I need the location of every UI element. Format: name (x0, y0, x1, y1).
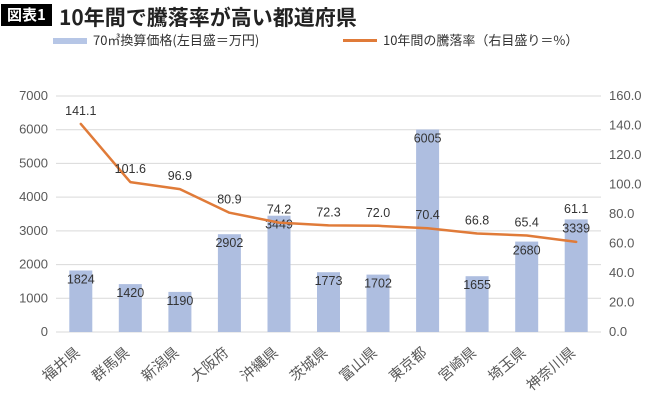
svg-text:1420: 1420 (116, 286, 144, 300)
svg-text:1190: 1190 (166, 294, 193, 308)
svg-text:3000: 3000 (19, 223, 48, 238)
svg-text:2680: 2680 (513, 244, 541, 258)
svg-text:6005: 6005 (414, 132, 442, 146)
svg-text:大阪府: 大阪府 (186, 342, 233, 386)
svg-text:20.0: 20.0 (609, 295, 634, 310)
svg-text:160.0: 160.0 (609, 88, 642, 103)
svg-text:1773: 1773 (315, 274, 343, 288)
svg-text:富山県: 富山県 (334, 342, 381, 386)
svg-text:新潟県: 新潟県 (136, 342, 183, 386)
svg-text:沖縄県: 沖縄県 (235, 342, 282, 386)
svg-text:0.0: 0.0 (609, 324, 627, 339)
svg-text:福井県: 福井県 (37, 342, 84, 386)
svg-text:72.0: 72.0 (366, 206, 390, 220)
svg-text:6000: 6000 (19, 122, 48, 137)
svg-text:72.3: 72.3 (316, 205, 340, 219)
svg-text:1824: 1824 (67, 273, 95, 287)
svg-text:120.0: 120.0 (609, 147, 642, 162)
svg-text:40.0: 40.0 (609, 265, 634, 280)
svg-text:60.0: 60.0 (609, 236, 634, 251)
svg-text:2902: 2902 (215, 236, 243, 250)
svg-text:4000: 4000 (19, 189, 48, 204)
svg-text:74.2: 74.2 (267, 203, 291, 217)
svg-text:7000: 7000 (19, 88, 48, 103)
svg-text:2000: 2000 (19, 257, 48, 272)
svg-text:100.0: 100.0 (609, 177, 642, 192)
svg-text:神奈川県: 神奈川県 (521, 342, 579, 395)
svg-text:1655: 1655 (463, 278, 491, 292)
svg-text:96.9: 96.9 (168, 169, 192, 183)
svg-text:1000: 1000 (19, 290, 48, 305)
svg-text:3339: 3339 (562, 221, 590, 235)
svg-text:5000: 5000 (19, 155, 48, 170)
svg-text:141.1: 141.1 (65, 104, 96, 118)
svg-text:61.1: 61.1 (564, 202, 588, 216)
svg-text:140.0: 140.0 (609, 118, 642, 133)
svg-text:101.6: 101.6 (115, 162, 146, 176)
svg-text:東京都: 東京都 (384, 342, 431, 386)
svg-text:80.0: 80.0 (609, 206, 634, 221)
svg-text:66.8: 66.8 (465, 214, 489, 228)
svg-text:茨城県: 茨城県 (285, 342, 332, 386)
svg-text:0: 0 (41, 324, 48, 339)
svg-text:80.9: 80.9 (217, 193, 241, 207)
svg-text:群馬県: 群馬県 (87, 342, 134, 386)
svg-text:宮崎県: 宮崎県 (433, 342, 480, 386)
svg-text:70.4: 70.4 (415, 208, 439, 222)
svg-text:1702: 1702 (364, 277, 392, 291)
svg-text:65.4: 65.4 (515, 216, 539, 230)
